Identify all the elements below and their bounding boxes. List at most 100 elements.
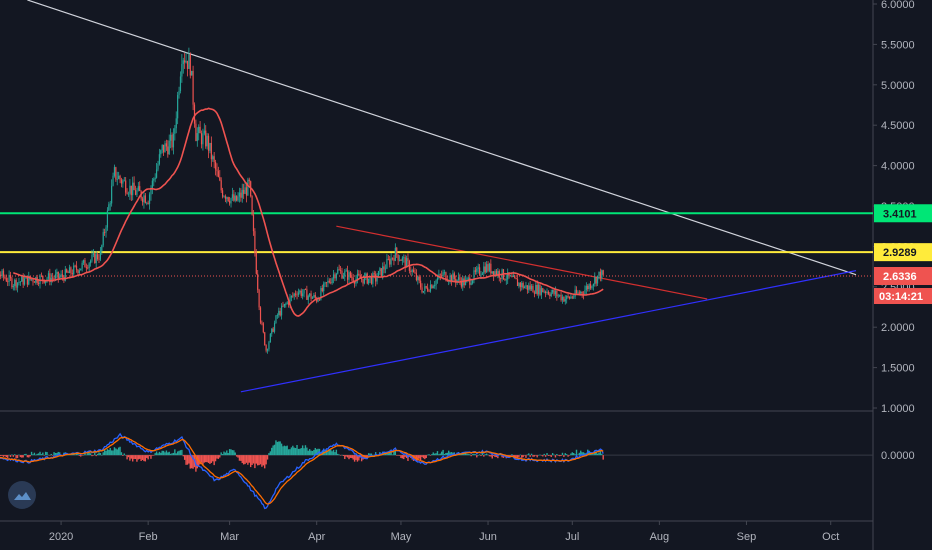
oscillator-histogram-bar (546, 453, 548, 456)
candle-body (462, 278, 464, 287)
oscillator-histogram-bar (8, 454, 10, 456)
candle-body (341, 270, 343, 279)
candle-body (564, 299, 566, 302)
candle-body (313, 295, 315, 298)
oscillator-histogram-bar (73, 454, 75, 456)
candle-body (82, 260, 85, 263)
oscillator-histogram-bar (254, 455, 256, 469)
candle-body (466, 278, 468, 280)
candle-body (141, 198, 144, 203)
candle-body (150, 188, 152, 195)
candle-body (601, 270, 603, 279)
oscillator-histogram-bar (530, 453, 533, 456)
oscillator-histogram-bar (287, 449, 290, 456)
oscillator-histogram-bar (518, 455, 520, 458)
candle-body (240, 192, 242, 198)
oscillator-histogram-bar (96, 453, 99, 456)
candle-body (588, 284, 590, 290)
oscillator-histogram-bar (438, 454, 440, 456)
level-tag-label: 3.4101 (883, 208, 917, 220)
price-tick-label: 5.5000 (881, 39, 915, 51)
candle-body (286, 302, 288, 304)
oscillator-histogram-bar (176, 451, 179, 456)
candle-body (467, 277, 469, 279)
oscillator-histogram-bar (596, 453, 599, 456)
oscillator-histogram-bar (241, 455, 243, 464)
candle-body (92, 253, 94, 255)
candle-body (155, 169, 158, 178)
candle-body (446, 280, 448, 282)
candle-body (375, 274, 377, 282)
oscillator-histogram-bar (87, 453, 89, 456)
candle-body (348, 272, 350, 280)
oscillator-histogram-bar (266, 455, 269, 460)
oscillator-histogram-bar (235, 455, 238, 457)
candle-body (296, 294, 298, 296)
candle-body (53, 278, 55, 279)
oscillator-histogram-bar (345, 455, 347, 457)
oscillator-histogram-bar (522, 455, 524, 458)
candle-body (113, 167, 116, 176)
oscillator-histogram-bar (355, 455, 357, 460)
candle-body (530, 285, 533, 290)
candle-body (18, 282, 20, 283)
oscillator-histogram-bar (7, 455, 9, 458)
oscillator-histogram-bar (560, 455, 562, 456)
candle-body (101, 245, 103, 251)
oscillator-histogram-bar (28, 455, 30, 458)
candle-body (411, 269, 413, 272)
candle-body (521, 283, 523, 288)
candlestick-series (0, 47, 604, 354)
candle-body (473, 270, 475, 281)
oscillator-histogram-bar (595, 451, 597, 456)
oscillator-histogram-bar (141, 455, 144, 460)
oscillator-histogram-bar (429, 455, 432, 456)
countdown-tag (874, 288, 932, 305)
oscillator-histogram-bar (140, 455, 142, 462)
candle-body (237, 196, 239, 201)
candle-body (163, 144, 165, 153)
candle-body (132, 182, 134, 196)
oscillator-histogram-bar (523, 455, 526, 456)
candle-body (436, 278, 439, 281)
candle-body (78, 270, 80, 273)
candle-body (354, 281, 356, 284)
candle-body (96, 254, 99, 259)
oscillator-histogram-bar (183, 455, 186, 460)
oscillator-histogram-bar (294, 448, 297, 456)
oscillator-histogram-bar (325, 449, 328, 456)
candle-body (9, 274, 12, 279)
oscillator-histogram-bar (387, 453, 390, 456)
candle-body (383, 266, 385, 270)
oscillator-histogram-bar (126, 455, 128, 460)
oscillator-histogram-bar (311, 450, 314, 456)
oscillator-histogram-bar (551, 453, 554, 456)
candle-body (84, 260, 86, 268)
candle-body (223, 196, 225, 198)
candle-body (483, 266, 485, 274)
oscillator-histogram-bar (404, 455, 406, 457)
candle-body (54, 274, 57, 279)
candle-body (337, 269, 339, 274)
oscillator-histogram-bar (175, 453, 177, 456)
oscillator-histogram-bar (160, 452, 162, 456)
candle-body (505, 279, 507, 281)
time-tick-label: 2020 (49, 531, 73, 543)
candle-body (265, 345, 267, 351)
candle-body (412, 269, 415, 273)
candle-body (165, 143, 168, 147)
oscillator-histogram-bar (539, 454, 541, 456)
oscillator-histogram-bar (101, 455, 103, 456)
candle-body (123, 180, 125, 182)
candle-body (226, 197, 228, 199)
candle-body (122, 180, 124, 184)
candle-body (554, 290, 557, 295)
candle-body (80, 268, 82, 271)
oscillator-histogram-bar (358, 455, 360, 461)
candle-body (192, 70, 194, 105)
candle-body (191, 70, 193, 76)
oscillator-histogram-bar (219, 455, 221, 458)
candle-body (214, 162, 217, 170)
candle-body (89, 260, 92, 264)
